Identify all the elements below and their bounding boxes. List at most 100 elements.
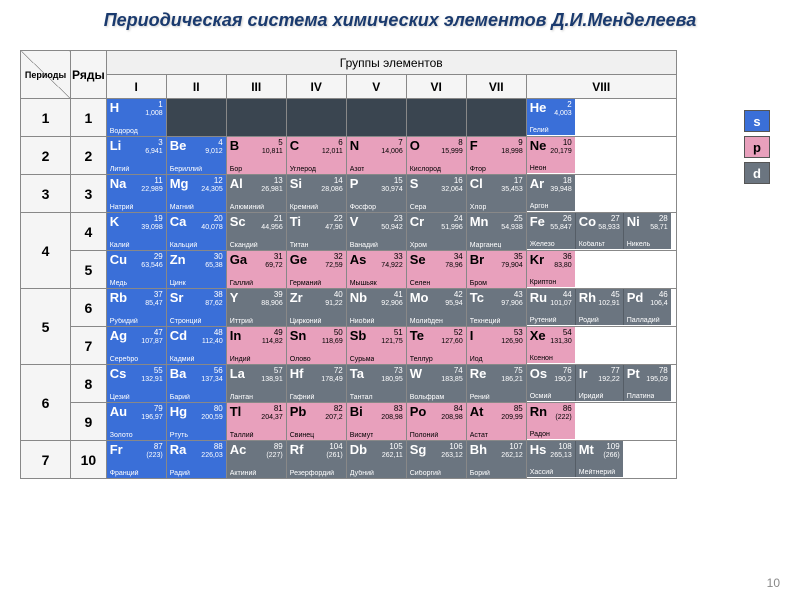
group-III: III: [226, 75, 286, 99]
group8-cell: Kr3683,80Криптон: [526, 251, 676, 289]
element-K: K1939,098Калий: [106, 213, 166, 251]
period-7: 7: [21, 441, 71, 479]
element-Rb: Rb3785,47Рубидий: [106, 289, 166, 327]
row-9: 9: [71, 403, 107, 441]
element-Co: Co2758,933Кобальт: [575, 213, 623, 249]
element-Cd: Cd48112,40Кадмий: [166, 327, 226, 365]
element-Mn: Mn2554,938Марганец: [466, 213, 526, 251]
element-H: H11,008Водород: [106, 99, 166, 137]
element-Kr: Kr3683,80Криптон: [527, 251, 575, 287]
element-Rh: Rh45102,91Родий: [575, 289, 623, 325]
element-He: He24,003Гелий: [527, 99, 575, 135]
empty-cell: [226, 99, 286, 137]
empty-cell: [466, 99, 526, 137]
element-N: N714,006Азот: [346, 137, 406, 175]
element-La: La57138,91Лантан: [226, 365, 286, 403]
group-IV: IV: [286, 75, 346, 99]
element-Tc: Tc4397,906Технеций: [466, 289, 526, 327]
empty-cell: [286, 99, 346, 137]
element-Mt: Mt109(266)Мейтнерий: [575, 441, 623, 477]
group-V: V: [346, 75, 406, 99]
row-10: 10: [71, 441, 107, 479]
group8-cell: Ru44101,07РутенийRh45102,91РодийPd46106,…: [526, 289, 676, 327]
group-II: II: [166, 75, 226, 99]
element-Cr: Cr2451,996Хром: [406, 213, 466, 251]
group8-cell: He24,003Гелий: [526, 99, 676, 137]
element-Tl: Tl81204,37Таллий: [226, 403, 286, 441]
element-B: B510,811Бор: [226, 137, 286, 175]
empty-cell: [166, 99, 226, 137]
element-Zn: Zn3065,38Цинк: [166, 251, 226, 289]
element-Pt: Pt78195,09Платина: [623, 365, 671, 401]
group8-cell: Fe2655,847ЖелезоCo2758,933КобальтNi2858,…: [526, 213, 676, 251]
element-Pd: Pd46106,4Палладий: [623, 289, 671, 325]
element-Mg: Mg1224,305Магний: [166, 175, 226, 213]
element-Sb: Sb51121,75Сурьма: [346, 327, 406, 365]
element-Br: Br3579,904Бром: [466, 251, 526, 289]
element-Sc: Sc2144,956Скандий: [226, 213, 286, 251]
element-S: S1632,064Сера: [406, 175, 466, 213]
element-Bh: Bh107262,12Борий: [466, 441, 526, 479]
row-8: 8: [71, 365, 107, 403]
empty-cell: [346, 99, 406, 137]
row-4: 4: [71, 213, 107, 251]
row-7: 7: [71, 327, 107, 365]
legend-d: d: [744, 162, 770, 184]
element-V: V2350,942Ванадий: [346, 213, 406, 251]
element-Cs: Cs55132,91Цезий: [106, 365, 166, 403]
element-Ga: Ga3169,72Галлий: [226, 251, 286, 289]
element-Ar: Ar1839,948Аргон: [527, 175, 575, 211]
element-Bi: Bi83208,98Висмут: [346, 403, 406, 441]
group-VIII: VIII: [526, 75, 676, 99]
element-At: At85209,99Астат: [466, 403, 526, 441]
element-Ru: Ru44101,07Рутений: [527, 289, 575, 325]
element-Ac: Ac89(227)Актиний: [226, 441, 286, 479]
group-VII: VII: [466, 75, 526, 99]
element-Hf: Hf72178,49Гафний: [286, 365, 346, 403]
header-rows: Ряды: [71, 51, 107, 99]
element-Na: Na1122,989Натрий: [106, 175, 166, 213]
row-6: 6: [71, 289, 107, 327]
period-1: 1: [21, 99, 71, 137]
element-Hg: Hg80200,59Ртуть: [166, 403, 226, 441]
element-Ir: Ir77192,22Иридий: [575, 365, 623, 401]
element-Al: Al1326,981Алюминий: [226, 175, 286, 213]
row-5: 5: [71, 251, 107, 289]
element-I: I53126,90Йод: [466, 327, 526, 365]
element-Re: Re75186,21Рений: [466, 365, 526, 403]
element-C: C612,011Углерод: [286, 137, 346, 175]
legend-s: s: [744, 110, 770, 132]
period-6: 6: [21, 365, 71, 441]
element-Ti: Ti2247,90Титан: [286, 213, 346, 251]
empty-cell: [406, 99, 466, 137]
element-Po: Po84208,98Полоний: [406, 403, 466, 441]
row-2: 2: [71, 137, 107, 175]
element-Ge: Ge3272,59Германий: [286, 251, 346, 289]
element-As: As3374,922Мышьяк: [346, 251, 406, 289]
group-VI: VI: [406, 75, 466, 99]
element-Pb: Pb82207,2Свинец: [286, 403, 346, 441]
element-Au: Au79196,97Золото: [106, 403, 166, 441]
period-2: 2: [21, 137, 71, 175]
element-Ni: Ni2858,71Никель: [623, 213, 671, 249]
element-F: F918,998Фтор: [466, 137, 526, 175]
element-Xe: Xe54131,30Ксенон: [527, 327, 575, 363]
header-periods: Периоды: [21, 51, 71, 99]
group8-cell: Ne1020,179Неон: [526, 137, 676, 175]
element-Rn: Rn86(222)Радон: [527, 403, 575, 439]
legend-p: p: [744, 136, 770, 158]
element-Mo: Mo4295,94Молибден: [406, 289, 466, 327]
element-Sr: Sr3887,62Стронций: [166, 289, 226, 327]
group8-cell: Ar1839,948Аргон: [526, 175, 676, 213]
element-Rf: Rf104(261)Резерфордий: [286, 441, 346, 479]
element-P: P1530,974Фосфор: [346, 175, 406, 213]
element-Ra: Ra88226,03Радий: [166, 441, 226, 479]
period-4: 4: [21, 213, 71, 289]
header-groups: Группы элементов: [106, 51, 676, 75]
element-Zr: Zr4091,22Цирконий: [286, 289, 346, 327]
row-1: 1: [71, 99, 107, 137]
element-Hs: Hs108265,13Хассий: [527, 441, 575, 477]
period-5: 5: [21, 289, 71, 365]
element-Ta: Ta73180,95Тантал: [346, 365, 406, 403]
element-Si: Si1428,086Кремний: [286, 175, 346, 213]
